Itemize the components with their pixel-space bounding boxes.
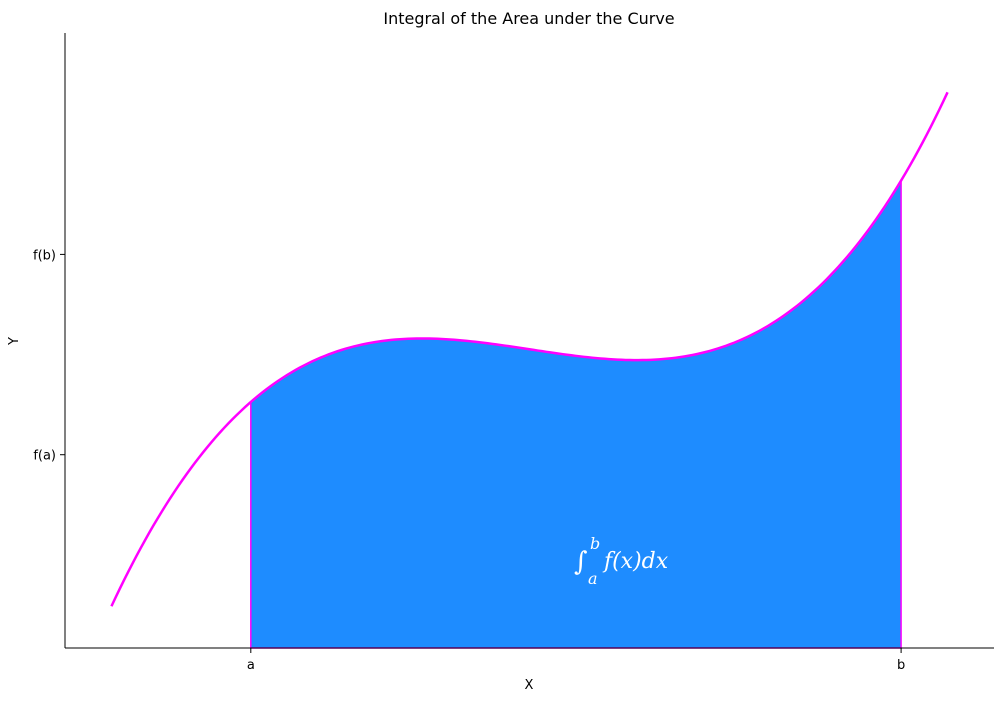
x-tick-label: a bbox=[247, 658, 255, 673]
x-axis-label: X bbox=[525, 678, 534, 693]
plot-area bbox=[110, 91, 949, 649]
integral-lower-limit: a bbox=[588, 569, 598, 588]
integral-upper-limit: b bbox=[590, 534, 600, 553]
y-ticks: f(a) f(b) bbox=[33, 248, 65, 464]
y-axis-label: Y bbox=[7, 337, 22, 346]
curve-line bbox=[110, 91, 949, 607]
y-tick-label: f(b) bbox=[33, 248, 56, 263]
chart-title: Integral of the Area under the Curve bbox=[383, 9, 674, 28]
integral-annotation: ∫ b a f(x)dx bbox=[574, 534, 669, 588]
integrand-text: f(x)dx bbox=[602, 549, 669, 574]
integral-shaded-area bbox=[250, 177, 902, 649]
y-tick-label: f(a) bbox=[33, 449, 56, 464]
integral-symbol: ∫ bbox=[574, 547, 588, 577]
x-tick-label: b bbox=[897, 658, 905, 673]
